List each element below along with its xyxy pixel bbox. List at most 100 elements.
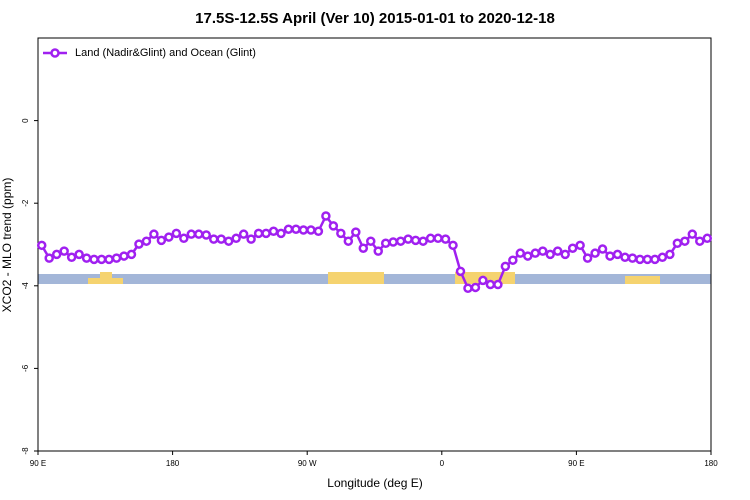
data-point (672, 238, 683, 249)
y-tick-label: -4 (21, 282, 30, 290)
data-point (276, 228, 286, 239)
land-patch (100, 272, 112, 284)
y-tick-label: 0 (21, 118, 30, 123)
data-point (650, 254, 660, 265)
data-point (665, 249, 675, 260)
data-point (597, 244, 608, 254)
data-point (104, 254, 114, 265)
y-axis-label: XCO2 - MLO trend (ppm) (0, 178, 14, 313)
data-point (575, 240, 585, 251)
data-point (111, 253, 122, 263)
data-point (59, 246, 69, 256)
data-point (478, 275, 488, 286)
data-point (321, 211, 331, 221)
data-point (538, 246, 548, 256)
data-point (164, 232, 174, 242)
data-point (612, 249, 623, 260)
data-point (201, 230, 211, 240)
data-point (582, 253, 593, 263)
x-tick-label: 90 E (568, 459, 584, 468)
data-point (366, 236, 376, 246)
data-point (268, 226, 279, 237)
data-point (515, 248, 526, 258)
data-point (523, 251, 533, 261)
data-point (351, 227, 361, 237)
data-point (208, 234, 219, 244)
data-point (36, 240, 47, 251)
data-point (253, 228, 264, 239)
data-point (403, 234, 413, 244)
data-point (96, 254, 107, 265)
data-point (530, 248, 541, 258)
data-point (66, 252, 77, 263)
data-point (552, 246, 563, 256)
data-point (261, 228, 271, 239)
legend-label: Land (Nadir&Glint) and Ocean (Glint) (75, 47, 256, 59)
data-point (313, 226, 324, 237)
chart-title: 17.5S-12.5S April (Ver 10) 2015-01-01 to… (195, 10, 555, 27)
data-point (141, 236, 152, 246)
data-point (455, 266, 466, 277)
data-point (119, 251, 129, 261)
data-point (156, 235, 167, 246)
data-point (605, 251, 615, 261)
data-point (695, 236, 705, 246)
data-point (485, 279, 496, 290)
data-point (171, 228, 182, 239)
data-point (223, 236, 234, 246)
data-point (343, 236, 354, 246)
data-point (134, 239, 144, 249)
data-point (680, 236, 690, 246)
data-point (358, 243, 369, 253)
data-point (246, 234, 256, 244)
data-point (470, 282, 481, 293)
x-tick-label: 90 W (298, 459, 317, 468)
data-point (194, 229, 204, 239)
x-tick-label: 0 (440, 459, 445, 468)
data-point (186, 229, 197, 239)
y-tick-label: -2 (21, 199, 30, 207)
data-point (74, 249, 84, 260)
data-point (642, 254, 653, 265)
x-tick-label: 180 (166, 459, 180, 468)
data-point (149, 229, 159, 239)
data-point (81, 253, 92, 263)
data-point (336, 228, 346, 239)
data-point (440, 234, 451, 244)
data-point (373, 246, 383, 256)
data-point (433, 233, 443, 244)
data-point (388, 237, 398, 247)
data-point (216, 234, 226, 244)
data-point (89, 254, 99, 265)
data-point (620, 252, 630, 263)
data-point (560, 249, 570, 260)
x-axis-label: Longitude (deg E) (327, 476, 422, 490)
data-point (328, 221, 339, 231)
data-point (702, 233, 713, 244)
x-tick-label: 180 (704, 459, 718, 468)
x-tick-label: 90 E (30, 459, 46, 468)
data-point (51, 249, 62, 260)
data-point (380, 238, 391, 249)
data-point (500, 261, 511, 272)
data-point (410, 235, 421, 246)
data-point (627, 253, 638, 263)
data-point (231, 233, 241, 244)
data-point (418, 236, 428, 246)
data-point (493, 279, 503, 290)
legend-marker (50, 48, 60, 58)
data-point (448, 240, 458, 251)
data-point (635, 254, 645, 265)
land-patch (328, 272, 384, 284)
land-patch (625, 276, 660, 284)
data-point (657, 252, 668, 263)
data-point (298, 225, 309, 235)
data-point (44, 253, 54, 263)
data-point (545, 249, 555, 260)
data-point (395, 236, 406, 246)
data-point (567, 243, 578, 253)
data-point (306, 225, 316, 235)
data-point (425, 233, 436, 244)
y-tick-label: -6 (21, 364, 30, 372)
